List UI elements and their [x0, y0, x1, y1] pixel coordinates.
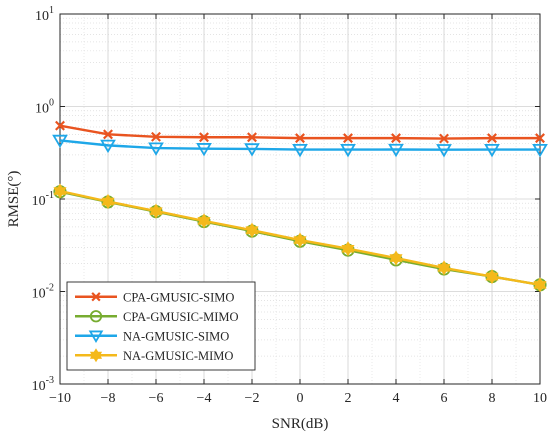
x-tick-label: 0 — [297, 391, 304, 406]
data-point — [389, 250, 403, 266]
data-point — [437, 260, 451, 276]
data-point — [436, 144, 452, 158]
data-point — [53, 183, 67, 199]
data-point — [343, 133, 353, 144]
legend-item: CPA-GMUSIC-MIMO — [75, 310, 239, 324]
data-point — [148, 142, 164, 156]
legend-marker — [91, 292, 101, 302]
data-point — [55, 120, 65, 131]
series-cpa-gmusic-simo — [55, 120, 545, 144]
series-na-gmusic-mimo — [53, 183, 547, 293]
data-point — [484, 143, 500, 158]
data-point — [533, 277, 547, 293]
legend-marker — [88, 330, 104, 344]
x-tick-labels: −10 −8 −6 −4 −2 0 2 4 6 8 10 — [49, 391, 547, 406]
y-tick-label: 100 — [35, 98, 54, 117]
data-point — [391, 133, 401, 144]
data-point — [101, 193, 115, 210]
data-point — [52, 134, 68, 149]
y-tick-label: 101 — [35, 5, 54, 24]
legend-label: NA-GMUSIC-MIMO — [123, 349, 233, 363]
legend-label: NA-GMUSIC-SIMO — [123, 329, 229, 343]
data-point — [149, 203, 163, 219]
legend: CPA-GMUSIC-SIMO CPA-GMUSIC-MIMO NA-GMUSIC-… — [66, 281, 256, 371]
data-point — [295, 133, 305, 144]
data-point — [487, 133, 497, 144]
series-line — [59, 139, 540, 151]
data-point — [199, 132, 209, 143]
data-point — [535, 133, 545, 144]
legend-item: NA-GMUSIC-MIMO — [75, 348, 233, 363]
data-point — [485, 269, 499, 285]
data-point — [103, 129, 113, 140]
ticks — [59, 13, 541, 385]
legend-item: CPA-GMUSIC-SIMO — [75, 290, 234, 304]
data-point — [247, 132, 257, 143]
data-point — [196, 143, 212, 157]
legend-label: CPA-GMUSIC-SIMO — [123, 290, 234, 304]
legend-marker — [89, 348, 103, 363]
legend-item: NA-GMUSIC-SIMO — [75, 329, 229, 343]
y-tick-labels: 10-3 10-2 10-1 100 101 — [32, 5, 54, 394]
x-tick-label: 6 — [441, 391, 448, 406]
data-point — [244, 143, 260, 157]
x-tick-label: −2 — [245, 391, 260, 406]
data-point — [197, 213, 211, 229]
x-axis-label: SNR(dB) — [272, 416, 329, 432]
data-point — [293, 232, 307, 248]
series-na-gmusic-simo — [52, 134, 548, 158]
data-point — [292, 143, 308, 158]
data-point — [388, 143, 404, 158]
legend-marker — [89, 310, 103, 323]
x-tick-label: −4 — [197, 391, 212, 406]
y-axis-label: RMSE(°) — [6, 171, 22, 228]
x-tick-label: −6 — [149, 391, 164, 406]
y-tick-label: 10-2 — [32, 283, 54, 302]
series-layer — [52, 120, 548, 293]
x-tick-label: 2 — [345, 391, 352, 406]
y-tick-label: 10-1 — [32, 190, 54, 209]
x-tick-label: −8 — [101, 391, 116, 406]
data-point — [245, 222, 259, 238]
data-point — [439, 133, 449, 144]
data-point — [100, 139, 116, 154]
data-point — [532, 143, 548, 158]
x-tick-label: 10 — [533, 391, 547, 406]
data-point — [341, 241, 355, 257]
data-point — [151, 131, 161, 142]
y-tick-label: 10-3 — [32, 375, 54, 394]
x-tick-label: 4 — [393, 391, 400, 406]
data-point — [340, 143, 356, 158]
legend-label: CPA-GMUSIC-MIMO — [123, 310, 239, 324]
x-tick-label: −10 — [49, 391, 71, 406]
x-tick-label: 8 — [489, 391, 496, 406]
